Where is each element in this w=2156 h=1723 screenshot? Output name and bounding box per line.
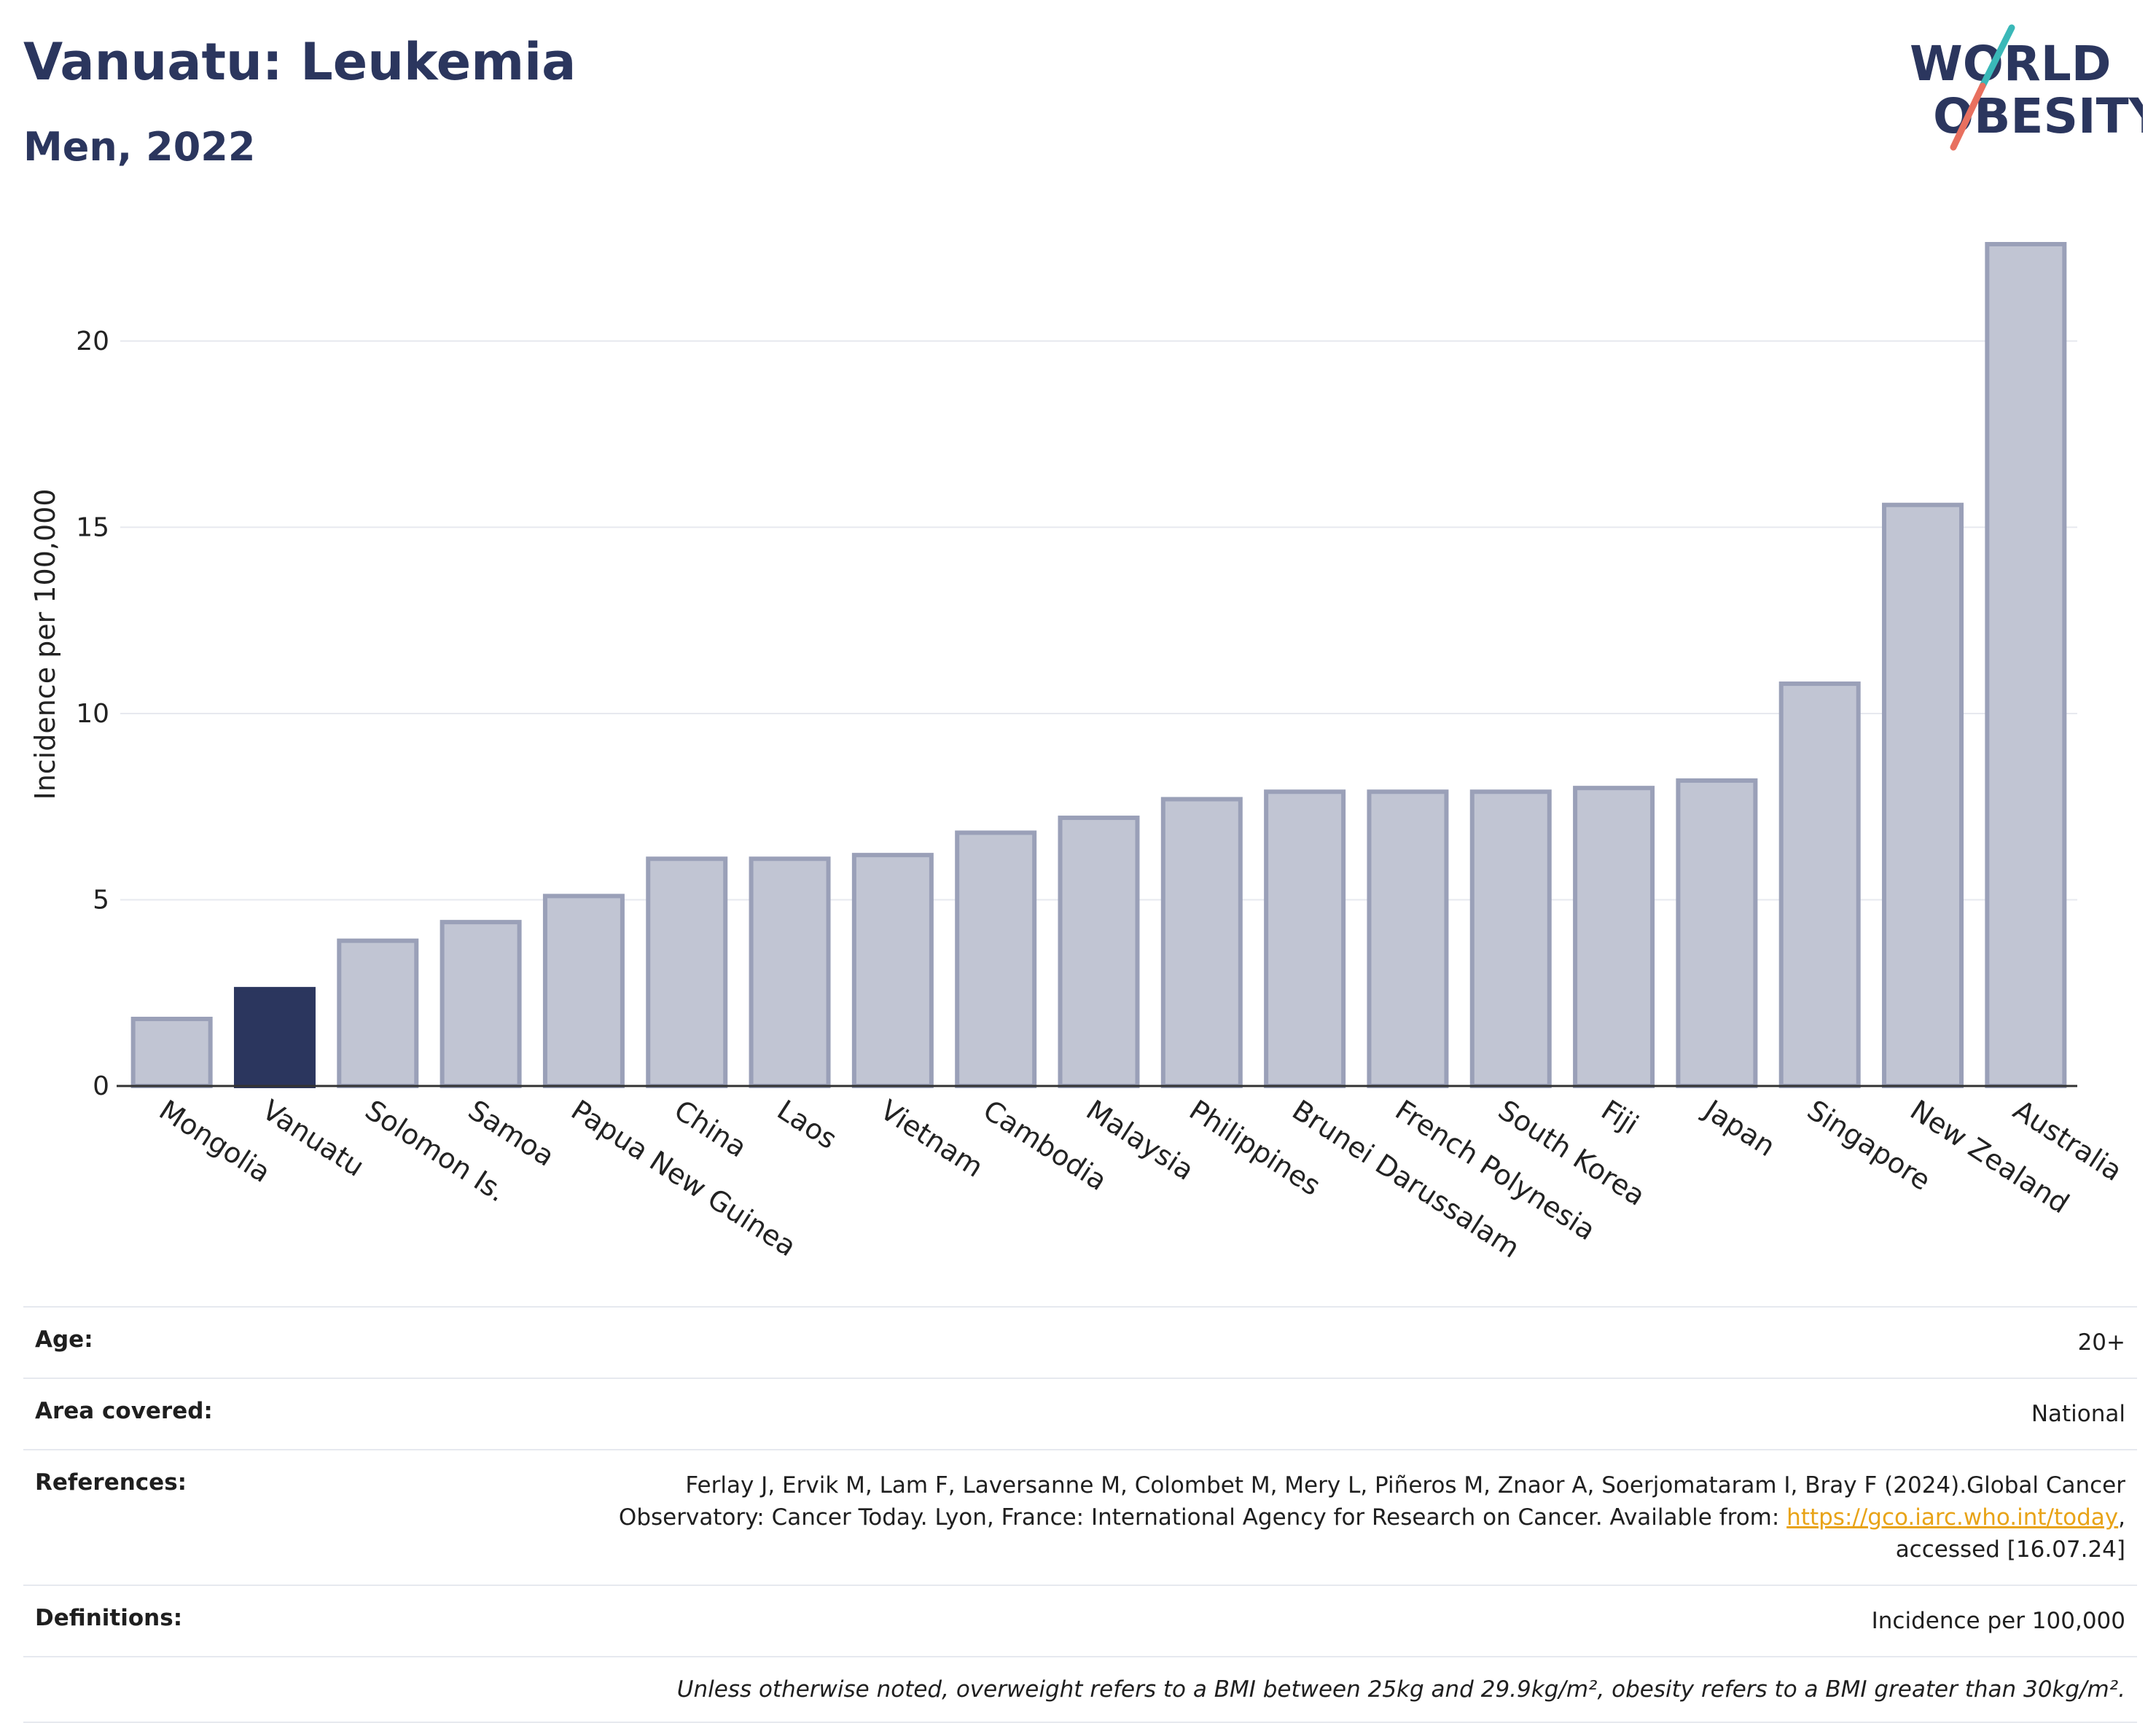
logo-slash-coral bbox=[1950, 82, 1986, 151]
meta-row-definitions: Definitions: Incidence per 100,000 bbox=[23, 1585, 2137, 1657]
bar-singapore bbox=[1778, 681, 1861, 1088]
references-label: References: bbox=[35, 1469, 187, 1496]
page-subtitle: Men, 2022 bbox=[23, 124, 256, 170]
x-tick-label: Vietnam bbox=[875, 1094, 989, 1184]
bar-vietnam bbox=[851, 853, 934, 1088]
bar-new-zealand bbox=[1882, 502, 1964, 1088]
bar-vanuatu bbox=[233, 987, 316, 1088]
bar-malaysia bbox=[1058, 816, 1140, 1088]
bar-solomon-is- bbox=[337, 938, 419, 1088]
y-tick-label: 20 bbox=[76, 327, 109, 356]
bar-philippines bbox=[1160, 797, 1243, 1088]
bar-samoa bbox=[440, 920, 522, 1088]
metadata-table: Age: 20+ Area covered: National Referenc… bbox=[23, 1306, 2137, 1723]
x-tick-label: Mongolia bbox=[154, 1094, 276, 1189]
x-tick-label: Japan bbox=[1698, 1093, 1781, 1163]
definitions-value: Incidence per 100,000 bbox=[1871, 1608, 2125, 1634]
meta-row-age: Age: 20+ bbox=[23, 1307, 2137, 1378]
x-tick-label: Fiji bbox=[1595, 1094, 1644, 1141]
bar-laos bbox=[749, 856, 831, 1088]
bar-japan bbox=[1676, 778, 1758, 1088]
meta-row-note: Unless otherwise noted, overweight refer… bbox=[23, 1657, 2137, 1722]
y-tick-label: 15 bbox=[76, 512, 109, 542]
y-tick-label: 0 bbox=[93, 1071, 109, 1101]
age-value: 20+ bbox=[2077, 1329, 2125, 1356]
bar-cambodia bbox=[955, 830, 1037, 1089]
bar-south-korea bbox=[1469, 789, 1552, 1089]
reference-line-1: Ferlay J, Ervik M, Lam F, Laversanne M, … bbox=[685, 1472, 2125, 1499]
meta-row-references: References: Ferlay J, Ervik M, Lam F, La… bbox=[23, 1450, 2137, 1585]
age-label: Age: bbox=[35, 1327, 93, 1353]
reference-line-3: accessed [16.07.24] bbox=[1895, 1536, 2125, 1563]
bar-brunei-darussalam bbox=[1264, 789, 1346, 1089]
area-label: Area covered: bbox=[35, 1398, 213, 1424]
bar-french-polynesia bbox=[1367, 789, 1449, 1089]
references-value: Ferlay J, Ervik M, Lam F, Laversanne M, … bbox=[618, 1472, 2125, 1563]
area-value: National bbox=[2031, 1401, 2125, 1427]
bar-mongolia bbox=[130, 1017, 213, 1088]
bars bbox=[130, 242, 2067, 1089]
y-axis-label: Incidence per 100,000 bbox=[29, 488, 61, 800]
bar-fiji bbox=[1573, 786, 1655, 1088]
bmi-note: Unless otherwise noted, overweight refer… bbox=[676, 1676, 2125, 1703]
logo-slash-teal bbox=[1979, 24, 2015, 90]
definitions-label: Definitions: bbox=[35, 1605, 183, 1631]
logo-text-world: WORLD bbox=[1910, 36, 2112, 92]
bar-australia bbox=[1985, 242, 2067, 1088]
y-tick-labels: 0 5 10 15 20 bbox=[76, 327, 109, 1101]
x-tick-label: China bbox=[668, 1094, 752, 1164]
reference-link[interactable]: https://gco.iarc.who.int/today bbox=[1786, 1504, 2119, 1531]
reference-line-2: Observatory: Cancer Today. Lyon, France:… bbox=[618, 1504, 1787, 1531]
y-tick-label: 10 bbox=[76, 699, 109, 729]
x-tick-label: Laos bbox=[772, 1094, 843, 1156]
bar-china bbox=[646, 856, 728, 1088]
world-obesity-logo: WORLD OBESITY bbox=[1910, 24, 2143, 151]
page-title: Vanuatu: Leukemia bbox=[23, 32, 577, 92]
bar-papua-new-guinea bbox=[542, 894, 625, 1088]
y-tick-label: 5 bbox=[93, 885, 109, 915]
meta-row-area: Area covered: National bbox=[23, 1378, 2137, 1450]
x-tick-label: Vanuatu bbox=[257, 1094, 370, 1183]
